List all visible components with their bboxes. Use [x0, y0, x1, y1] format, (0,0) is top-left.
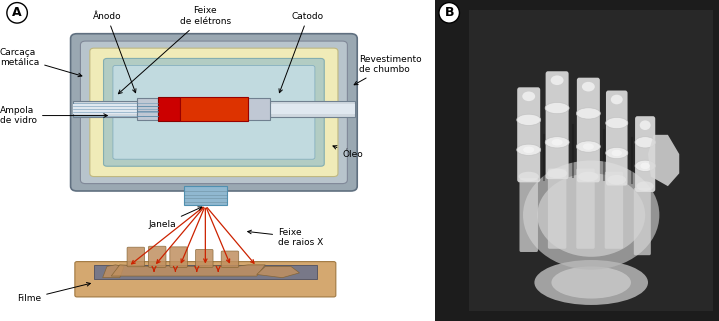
Ellipse shape — [577, 108, 600, 119]
FancyBboxPatch shape — [221, 251, 239, 267]
Ellipse shape — [577, 141, 600, 152]
Bar — [469, 10, 713, 311]
Bar — [73, 104, 137, 114]
FancyBboxPatch shape — [546, 71, 569, 179]
FancyBboxPatch shape — [70, 34, 357, 191]
Polygon shape — [257, 266, 299, 278]
FancyBboxPatch shape — [577, 169, 595, 249]
Ellipse shape — [611, 95, 623, 104]
FancyBboxPatch shape — [196, 249, 213, 267]
Ellipse shape — [641, 163, 650, 169]
Ellipse shape — [534, 260, 648, 305]
Polygon shape — [103, 265, 124, 278]
FancyBboxPatch shape — [90, 48, 338, 177]
FancyBboxPatch shape — [517, 87, 540, 182]
Ellipse shape — [517, 114, 541, 126]
Text: Ampola
de vidro: Ampola de vidro — [0, 106, 107, 125]
FancyBboxPatch shape — [75, 262, 336, 297]
FancyBboxPatch shape — [606, 91, 628, 186]
Ellipse shape — [523, 160, 659, 270]
Text: Óleo: Óleo — [333, 146, 363, 159]
Polygon shape — [648, 135, 679, 186]
Ellipse shape — [537, 173, 645, 257]
Bar — [180, 97, 248, 121]
FancyBboxPatch shape — [605, 172, 623, 249]
Ellipse shape — [547, 169, 567, 178]
Bar — [248, 98, 270, 120]
Text: Ânodo: Ânodo — [93, 12, 136, 93]
Ellipse shape — [578, 172, 598, 181]
Text: Filme: Filme — [17, 282, 91, 303]
Text: Catodo: Catodo — [279, 12, 324, 93]
Bar — [94, 265, 316, 279]
FancyBboxPatch shape — [520, 178, 538, 252]
Ellipse shape — [582, 82, 595, 91]
Polygon shape — [111, 265, 265, 276]
FancyBboxPatch shape — [148, 246, 166, 267]
FancyBboxPatch shape — [548, 169, 567, 249]
Ellipse shape — [583, 143, 594, 150]
Bar — [184, 186, 226, 205]
FancyBboxPatch shape — [577, 78, 600, 182]
Ellipse shape — [551, 75, 564, 85]
Ellipse shape — [640, 120, 651, 130]
Ellipse shape — [605, 147, 628, 159]
Bar — [270, 104, 355, 114]
Ellipse shape — [551, 139, 563, 145]
Ellipse shape — [545, 102, 569, 114]
Text: Revestimento
de chumbo: Revestimento de chumbo — [354, 55, 422, 85]
Bar — [137, 98, 158, 120]
Ellipse shape — [608, 175, 626, 185]
Bar — [158, 97, 180, 121]
Ellipse shape — [551, 266, 631, 299]
Text: B: B — [444, 6, 454, 19]
FancyBboxPatch shape — [170, 247, 188, 267]
Text: Feixe
de raios X: Feixe de raios X — [247, 228, 324, 247]
Ellipse shape — [545, 137, 569, 148]
Bar — [270, 101, 355, 117]
FancyBboxPatch shape — [635, 116, 655, 192]
FancyBboxPatch shape — [113, 65, 315, 159]
Ellipse shape — [635, 160, 655, 171]
FancyBboxPatch shape — [104, 58, 324, 166]
Ellipse shape — [636, 181, 654, 191]
Ellipse shape — [635, 137, 655, 148]
FancyBboxPatch shape — [634, 188, 651, 255]
FancyBboxPatch shape — [127, 247, 145, 267]
Bar — [73, 101, 137, 117]
Ellipse shape — [612, 150, 622, 156]
Ellipse shape — [605, 117, 628, 129]
Ellipse shape — [523, 147, 534, 153]
Ellipse shape — [522, 91, 535, 101]
FancyBboxPatch shape — [81, 41, 347, 184]
Text: A: A — [12, 6, 22, 19]
Ellipse shape — [518, 172, 539, 181]
Ellipse shape — [517, 144, 541, 155]
Text: Feixe
de elétrons: Feixe de elétrons — [119, 6, 231, 94]
Text: Janela: Janela — [149, 207, 202, 229]
Text: Carcaça
metálica: Carcaça metálica — [0, 48, 82, 77]
